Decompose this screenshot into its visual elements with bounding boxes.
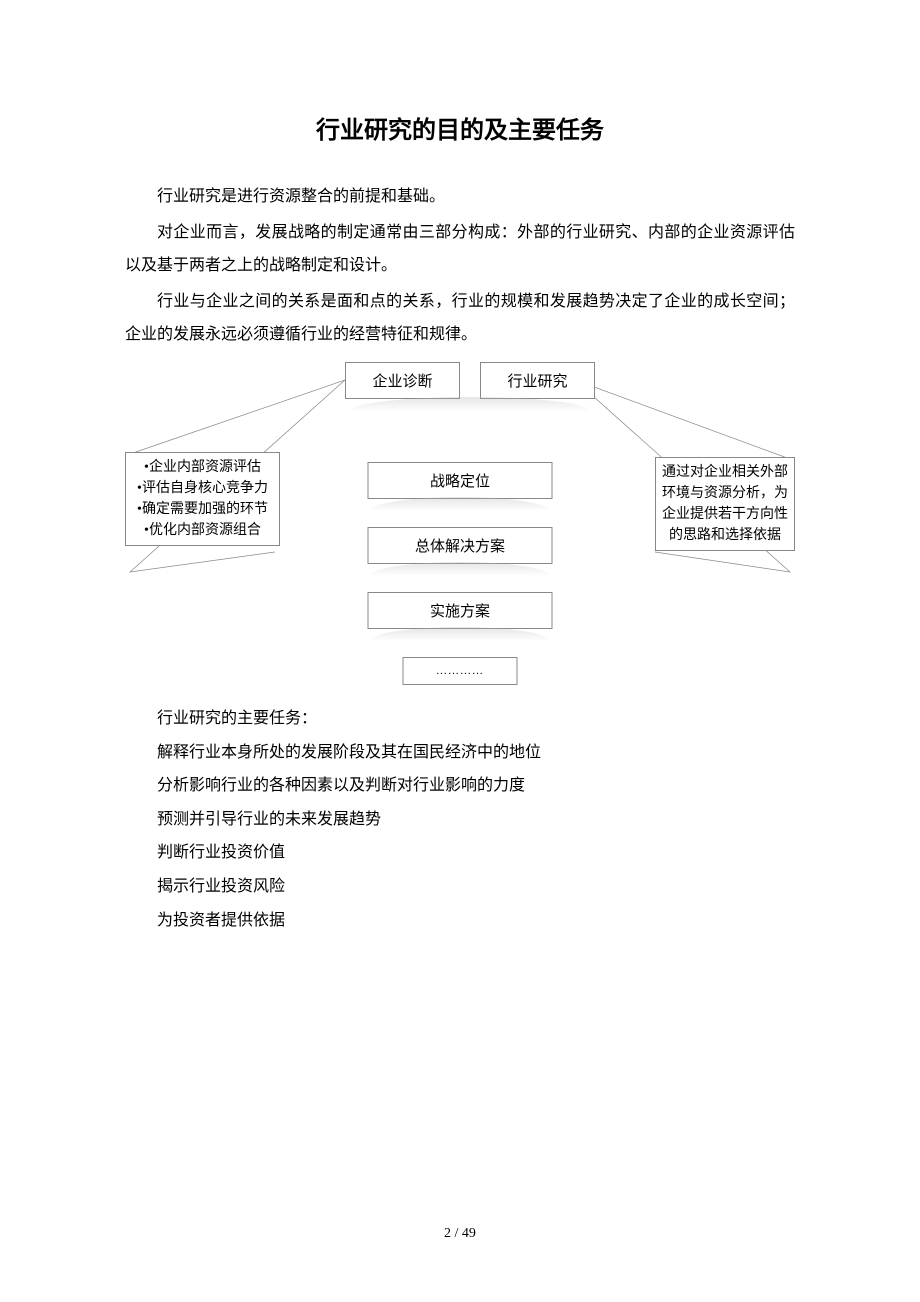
- page-number: 2 / 49: [0, 1226, 920, 1242]
- reflection-top: [350, 397, 590, 411]
- flow-box-strategy-positioning: 战略定位: [368, 462, 553, 499]
- task-item-2: 分析影响行业的各种因素以及判断对行业影响的力度: [125, 769, 795, 803]
- flow-box-implementation-plan: 实施方案: [368, 592, 553, 629]
- left-side-box: •企业内部资源评估 •评估自身核心竞争力 •确定需要加强的环节 •优化内部资源组…: [125, 452, 280, 546]
- flow-box-enterprise-diagnosis: 企业诊断: [345, 362, 460, 399]
- left-item-1: •企业内部资源评估: [132, 457, 273, 478]
- reflection-2: [370, 562, 550, 576]
- paragraph-3: 行业与企业之间的关系是面和点的关系，行业的规模和发展趋势决定了企业的成长空间；企…: [125, 285, 795, 352]
- page-title: 行业研究的目的及主要任务: [125, 110, 795, 145]
- reflection-1: [370, 497, 550, 511]
- left-item-4: •优化内部资源组合: [132, 520, 273, 541]
- task-item-3: 预测并引导行业的未来发展趋势: [125, 803, 795, 837]
- flow-box-overall-solution: 总体解决方案: [368, 527, 553, 564]
- task-item-6: 为投资者提供依据: [125, 904, 795, 938]
- left-item-3: •确定需要加强的环节: [132, 499, 273, 520]
- flow-box-ellipsis: …………: [403, 657, 518, 685]
- flow-box-industry-research: 行业研究: [480, 362, 595, 399]
- task-item-5: 揭示行业投资风险: [125, 870, 795, 904]
- task-item-1: 解释行业本身所处的发展阶段及其在国民经济中的地位: [125, 736, 795, 770]
- strategy-flowchart: 企业诊断 行业研究 •企业内部资源评估 •评估自身核心竞争力 •确定需要加强的环…: [125, 362, 795, 692]
- paragraph-2: 对企业而言，发展战略的制定通常由三部分构成：外部的行业研究、内部的企业资源评估以…: [125, 216, 795, 283]
- document-page: 行业研究的目的及主要任务 行业研究是进行资源整合的前提和基础。 对企业而言，发展…: [0, 0, 920, 997]
- right-side-box: 通过对企业相关外部环境与资源分析，为企业提供若干方向性的思路和选择依据: [655, 457, 795, 551]
- reflection-3: [370, 627, 550, 641]
- task-item-4: 判断行业投资价值: [125, 836, 795, 870]
- tasks-heading: 行业研究的主要任务：: [125, 702, 795, 736]
- left-item-2: •评估自身核心竞争力: [132, 478, 273, 499]
- paragraph-1: 行业研究是进行资源整合的前提和基础。: [125, 180, 795, 214]
